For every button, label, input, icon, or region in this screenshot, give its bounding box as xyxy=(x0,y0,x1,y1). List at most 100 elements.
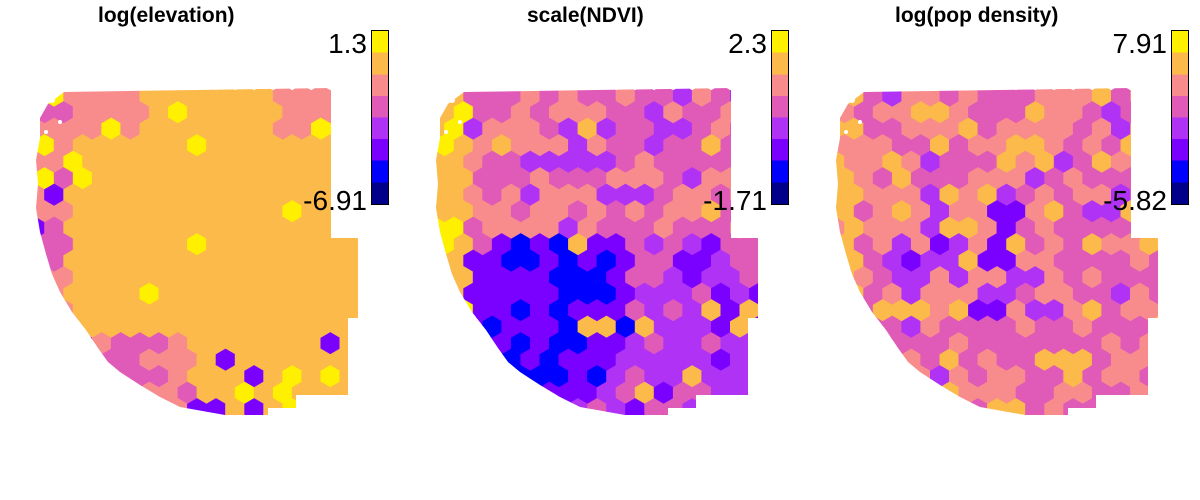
hex-cell xyxy=(349,414,358,415)
hex-cell xyxy=(1130,414,1150,415)
hex-cell xyxy=(759,366,778,388)
hex-cell xyxy=(749,414,758,415)
hex-cell xyxy=(634,414,655,415)
hex-cell xyxy=(836,315,845,339)
hex-cell xyxy=(996,414,1017,415)
hex-cell xyxy=(63,381,83,405)
legend-max-label-ndvi: 2.3 xyxy=(728,28,767,59)
hex-cell xyxy=(359,366,378,388)
hex-map-ndvi xyxy=(436,88,778,421)
hex-cell xyxy=(844,381,864,405)
hex-cell xyxy=(482,348,502,372)
hex-cell xyxy=(44,348,64,372)
hex-cell xyxy=(836,414,845,415)
map-panel-elevation: log(elevation) 1.3 -6.91 xyxy=(0,0,400,500)
hex-cell xyxy=(1091,414,1112,415)
hex-cell xyxy=(436,282,445,306)
hex-cell xyxy=(836,249,845,273)
hex-cell xyxy=(1053,414,1074,415)
hex-cell xyxy=(1034,414,1055,415)
hex-cell xyxy=(472,365,493,388)
hex-cell xyxy=(44,414,64,415)
hex-cell xyxy=(730,117,750,141)
hex-cell xyxy=(444,414,464,415)
hex-cell xyxy=(1111,414,1131,415)
hex-cell xyxy=(930,398,950,415)
coastline-gap xyxy=(49,97,55,103)
hex-cell xyxy=(853,365,874,388)
hex-cell xyxy=(625,398,645,415)
hex-cell xyxy=(215,414,236,415)
hex-cell xyxy=(749,150,758,174)
hex-cell xyxy=(1159,333,1178,355)
hex-cell xyxy=(958,414,979,415)
hex-cells xyxy=(436,88,778,421)
hex-cell xyxy=(701,398,722,415)
hex-cell xyxy=(720,398,741,415)
hex-cell xyxy=(653,414,674,415)
hex-cell xyxy=(339,134,358,157)
hex-cell xyxy=(1149,381,1158,405)
coastline-gap xyxy=(858,120,862,124)
hex-cell xyxy=(872,365,893,388)
hex-cell xyxy=(91,365,112,388)
hex-cell xyxy=(1130,150,1150,174)
hex-cell xyxy=(36,282,45,306)
hex-cell xyxy=(1149,348,1158,372)
hex-cell xyxy=(844,315,864,339)
hex-cell xyxy=(672,414,693,415)
hex-cell xyxy=(330,150,350,174)
hex-cell xyxy=(949,398,969,415)
hex-cell xyxy=(1120,398,1141,415)
hex-cell xyxy=(882,348,902,372)
hex-cell xyxy=(349,88,358,108)
hex-cell xyxy=(872,398,893,415)
coastline-gap xyxy=(449,97,455,103)
hex-cell xyxy=(36,315,45,339)
hex-cell xyxy=(130,398,150,415)
hex-cell xyxy=(844,414,864,415)
hex-cell xyxy=(436,365,455,388)
hex-cell xyxy=(730,150,750,174)
hex-cell xyxy=(453,365,474,388)
legend-max-label-pop-density: 7.91 xyxy=(1112,28,1168,59)
hex-cell xyxy=(1159,399,1178,421)
hex-cell xyxy=(330,216,350,240)
hex-cell xyxy=(44,381,64,405)
hex-cell xyxy=(836,365,855,388)
hex-cell xyxy=(739,398,758,415)
hex-cell xyxy=(987,398,1007,415)
hex-cell xyxy=(444,348,464,372)
hex-cell xyxy=(453,332,474,355)
coastline-gap xyxy=(498,368,502,372)
hex-cell xyxy=(36,365,55,388)
hex-cell xyxy=(730,414,750,415)
hex-cell xyxy=(759,399,778,421)
hex-cell xyxy=(1159,300,1178,322)
hex-cell xyxy=(291,414,312,415)
hex-cell xyxy=(606,398,626,415)
hex-cell xyxy=(711,414,731,415)
hex-cell xyxy=(749,117,758,141)
hex-cell xyxy=(739,134,758,157)
hex-cell xyxy=(749,315,758,339)
hex-cell xyxy=(139,414,160,415)
hex-cell xyxy=(836,398,855,415)
hex-cell xyxy=(910,398,931,415)
hex-map-pop-density xyxy=(836,88,1178,421)
hex-cell xyxy=(1149,150,1158,174)
hex-cell xyxy=(491,365,512,388)
hex-cell xyxy=(72,332,93,355)
hex-cell xyxy=(549,398,569,415)
hex-cell xyxy=(491,398,512,415)
legend-min-label-elevation: -6.91 xyxy=(303,185,367,216)
hex-cell xyxy=(436,398,455,415)
hex-cell xyxy=(349,381,358,405)
hex-cell xyxy=(501,381,521,405)
coastline-gap xyxy=(444,130,448,134)
hex-cell xyxy=(463,381,483,405)
hex-cell xyxy=(836,381,845,405)
hex-cell xyxy=(901,414,921,415)
hex-cell xyxy=(436,299,455,322)
hex-cell xyxy=(1139,134,1158,157)
